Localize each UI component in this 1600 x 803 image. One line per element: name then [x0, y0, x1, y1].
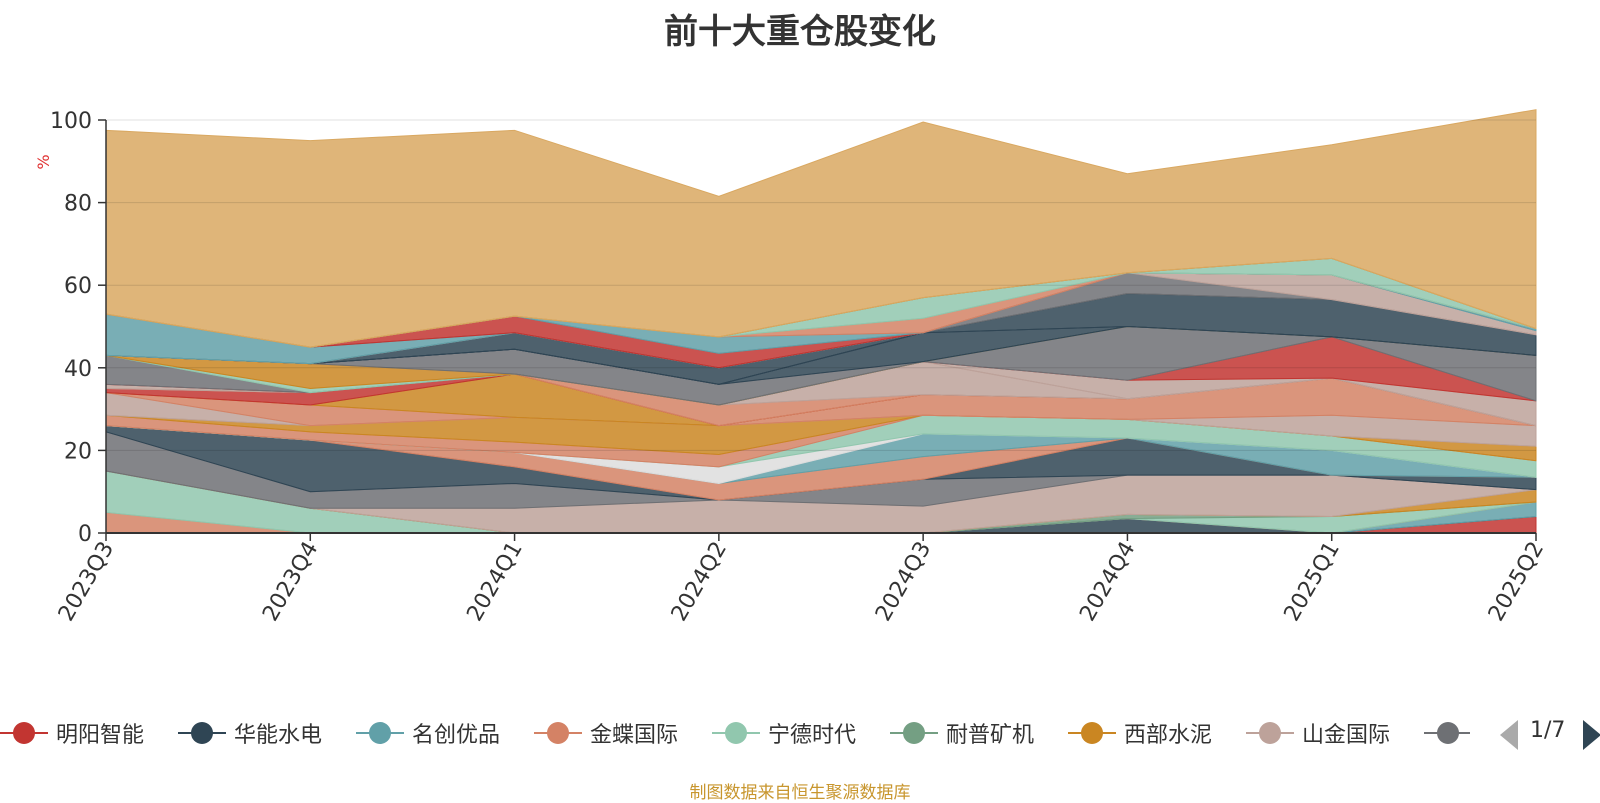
y-tick-label: 0 [78, 522, 92, 547]
y-tick-label: 60 [64, 274, 92, 299]
y-tick-label: 100 [50, 109, 92, 134]
legend-item[interactable]: 华能水电 [178, 715, 322, 751]
legend-page-indicator: 1/7 [1530, 718, 1566, 743]
legend-marker-icon [890, 721, 938, 745]
legend-label: 宁德时代 [768, 723, 857, 748]
legend-marker-icon [0, 721, 48, 745]
legend-marker-icon [534, 721, 582, 745]
legend-label: 山金国际 [1302, 723, 1391, 748]
x-tick-label: 2024Q1 [462, 538, 527, 626]
x-tick-label: 2025Q2 [1484, 538, 1549, 626]
x-tick-label: 2024Q3 [871, 538, 936, 626]
legend-next-page-button[interactable] [1583, 720, 1600, 750]
legend-label: 西部水泥 [1124, 723, 1213, 748]
chart-plot: 0 20 40 60 80 100 2023Q3 2023Q4 2024Q1 2024Q2 2024… [34, 109, 1549, 626]
x-tick-label: 2025Q1 [1280, 538, 1345, 626]
x-tick-label: 2023Q3 [54, 538, 119, 626]
legend-item[interactable]: 王 [1424, 715, 1470, 751]
legend-prev-page-button[interactable] [1500, 720, 1518, 750]
x-tick-label: 2024Q4 [1075, 538, 1140, 626]
legend-item[interactable]: 山金国际 [1246, 715, 1390, 751]
legend-label: 耐普矿机 [946, 723, 1035, 748]
legend-marker-icon [712, 721, 760, 745]
legend-item[interactable]: 明阳智能 [0, 715, 144, 751]
y-tick-label: 80 [64, 192, 92, 217]
chart-title: 前十大重仓股变化 [664, 12, 936, 52]
x-tick-label: 2023Q4 [258, 538, 323, 626]
legend-marker-icon [1246, 721, 1294, 745]
legend-marker-icon [1424, 721, 1470, 745]
y-axis-unit: % [34, 154, 53, 169]
legend-marker-icon [1068, 721, 1116, 745]
legend-label: 华能水电 [234, 723, 323, 748]
legend-item[interactable]: 西部水泥 [1068, 715, 1212, 751]
legend-label: 明阳智能 [56, 723, 145, 748]
legend-item[interactable]: 金蝶国际 [534, 715, 678, 751]
source-note: 制图数据来自恒生聚源数据库 [689, 783, 911, 803]
legend-marker-icon [178, 721, 226, 745]
area-series-group [105, 109, 1537, 534]
area-series-43 [105, 109, 1537, 348]
legend-viewport: 明阳智能 华能水电 名创优品 金蝶国际 宁德时代 耐普矿机 西部水泥 山金国际 王 [0, 715, 1470, 751]
y-tick-label: 40 [64, 357, 92, 382]
legend-label: 名创优品 [412, 723, 501, 748]
legend-item[interactable]: 名创优品 [356, 715, 500, 751]
legend-marker-icon [356, 721, 404, 745]
legend-item[interactable]: 宁德时代 [712, 715, 856, 751]
x-tick-label: 2024Q2 [667, 538, 732, 626]
legend-item[interactable]: 耐普矿机 [890, 715, 1034, 751]
legend: 明阳智能 华能水电 名创优品 金蝶国际 宁德时代 耐普矿机 西部水泥 山金国际 王 [0, 715, 1600, 751]
y-tick-label: 20 [64, 439, 92, 464]
legend-label: 金蝶国际 [590, 723, 679, 748]
